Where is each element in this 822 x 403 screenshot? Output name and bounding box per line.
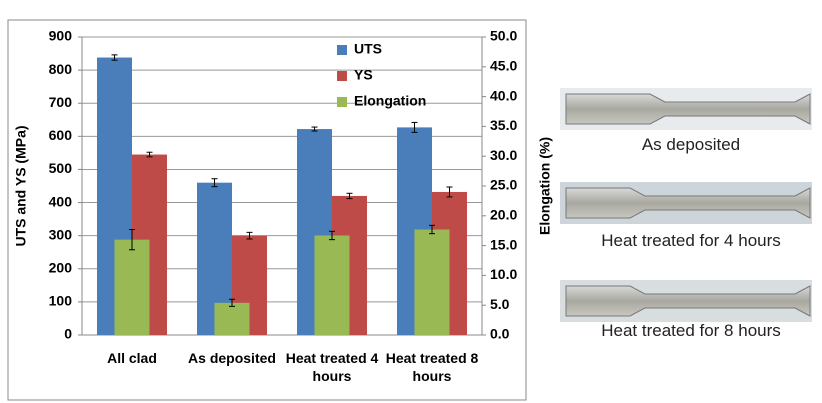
legend-swatch — [337, 71, 347, 81]
bar — [115, 240, 150, 335]
y-tick-label: 200 — [49, 259, 73, 275]
specimen-caption: As deposited — [560, 135, 822, 155]
bar — [315, 235, 350, 335]
y-tick-label: 900 — [49, 28, 73, 44]
legend-swatch — [337, 45, 347, 55]
y-tick-label: 500 — [49, 160, 73, 176]
bar — [415, 230, 450, 335]
y2-tick-label: 50.0 — [490, 28, 517, 44]
legend-swatch — [337, 97, 347, 107]
y-tick-label: 300 — [49, 226, 73, 242]
y-tick-label: 0 — [64, 326, 72, 342]
specimen-photo — [560, 182, 812, 224]
legend-label: UTS — [354, 41, 382, 57]
y2-tick-label: 15.0 — [490, 236, 517, 252]
y2-tick-label: 25.0 — [490, 177, 517, 193]
y2-tick-label: 30.0 — [490, 147, 517, 163]
y2-tick-label: 20.0 — [490, 207, 517, 223]
y-axis-title: UTS and YS (MPa) — [13, 125, 29, 246]
y2-tick-label: 40.0 — [490, 87, 517, 103]
specimen-caption: Heat treated for 8 hours — [560, 321, 822, 341]
y2-tick-label: 5.0 — [490, 296, 510, 312]
x-tick-label: Heat treated 8 hours — [382, 349, 482, 385]
y2-tick-label: 35.0 — [490, 117, 517, 133]
legend-label: YS — [354, 67, 373, 83]
page: UTS and YS (MPa) Elongation (%) 0 100 200 3… — [0, 0, 822, 403]
y-tick-label: 100 — [49, 293, 73, 309]
y-tick-label: 600 — [49, 127, 73, 143]
specimen-photo — [560, 280, 812, 322]
y-tick-label: 700 — [49, 94, 73, 110]
x-tick-label: As deposited — [182, 349, 282, 367]
x-tick-label: All clad — [82, 349, 182, 367]
bar — [215, 303, 250, 335]
y-tick-label: 400 — [49, 193, 73, 209]
legend-label: Elongation — [354, 93, 426, 109]
y2-tick-label: 10.0 — [490, 266, 517, 282]
specimen-photo — [560, 88, 812, 130]
specimen-caption: Heat treated for 4 hours — [560, 231, 822, 251]
y2-tick-label: 0.0 — [490, 326, 510, 342]
y-tick-label: 800 — [49, 61, 73, 77]
chart: UTS and YS (MPa) Elongation (%) 0 100 200 3… — [0, 0, 822, 403]
y2-axis-title: Elongation (%) — [537, 137, 553, 235]
x-tick-label: Heat treated 4 hours — [282, 349, 382, 385]
y2-tick-label: 45.0 — [490, 58, 517, 74]
